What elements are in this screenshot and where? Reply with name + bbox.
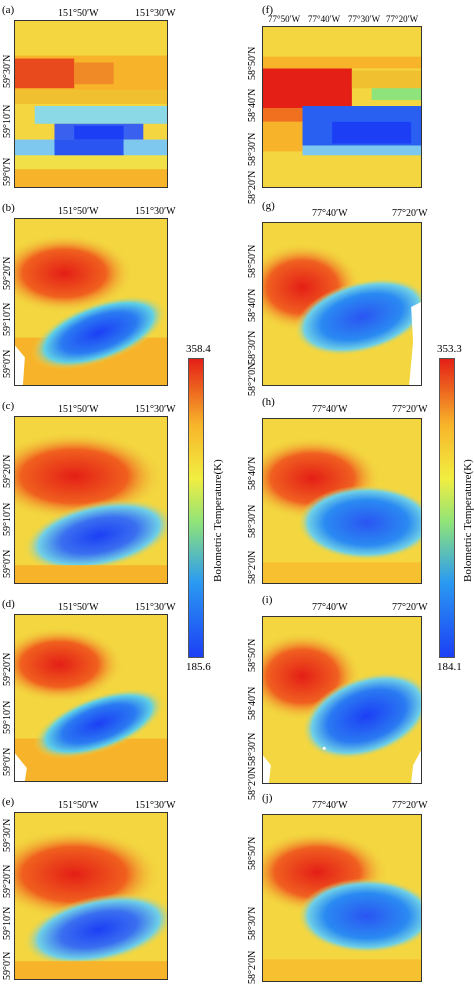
panel-label-h: (h) bbox=[262, 396, 275, 408]
lon-label: 151°30′W bbox=[135, 8, 176, 19]
lat-label: 59°10′N bbox=[2, 700, 13, 734]
lon-label: 77°40′W bbox=[312, 800, 348, 811]
panel-label-g: (g) bbox=[262, 200, 275, 212]
lon-label: 151°50′W bbox=[58, 404, 99, 415]
lat-label: 58°30′N bbox=[247, 330, 258, 364]
temperature-map-c bbox=[15, 417, 167, 583]
lon-label: 77°20′W bbox=[392, 602, 428, 613]
colorbar-max-right: 353.3 bbox=[437, 343, 462, 355]
pixel-grid-a bbox=[15, 21, 167, 187]
lat-label: 59°20′N bbox=[2, 454, 13, 488]
colorbar-title-left: Bolometric Temperature(K) bbox=[212, 459, 224, 582]
lon-label: 151°50′W bbox=[58, 206, 99, 217]
map-panel-i bbox=[262, 616, 422, 784]
lon-label: 151°30′W bbox=[135, 206, 176, 217]
map-panel-a bbox=[14, 20, 168, 188]
lat-label: 58°50′N bbox=[247, 46, 258, 80]
map-panel-d bbox=[14, 614, 168, 782]
lat-label: 58°2′0N bbox=[247, 950, 258, 984]
lat-label: 59°0′N bbox=[2, 349, 13, 378]
lon-label: 77°20′W bbox=[392, 404, 428, 415]
map-panel-g bbox=[262, 222, 422, 386]
map-panel-e bbox=[14, 812, 168, 980]
lat-label: 58°40′N bbox=[247, 288, 258, 322]
panel-label-j: (j) bbox=[262, 792, 273, 804]
map-panel-j bbox=[262, 814, 422, 982]
colorbar-title-right: Bolometric Temperature(K) bbox=[462, 459, 474, 582]
lat-label: 59°0′N bbox=[2, 157, 13, 186]
temperature-map-g bbox=[263, 223, 421, 385]
lat-label: 58°20′N bbox=[247, 170, 258, 204]
lat-label: 58°50′N bbox=[247, 638, 258, 672]
lat-label: 59°30′N bbox=[2, 818, 13, 852]
lat-label: 59°10′N bbox=[2, 906, 13, 940]
lon-label: 77°40′W bbox=[308, 14, 341, 24]
panel-label-a: (a) bbox=[2, 4, 15, 16]
lon-label: 151°50′W bbox=[58, 602, 99, 613]
lat-label: 58°50′N bbox=[247, 244, 258, 278]
lon-label: 77°20′W bbox=[386, 14, 419, 24]
lat-label: 58°2′0N bbox=[247, 362, 258, 396]
lon-label: 77°20′W bbox=[392, 208, 428, 219]
lat-label: 59°20′N bbox=[2, 256, 13, 290]
lon-label: 77°50′W bbox=[268, 14, 301, 24]
colorbar-min-left: 185.6 bbox=[186, 661, 211, 673]
map-panel-b bbox=[14, 218, 168, 386]
colorbar-right bbox=[439, 358, 455, 658]
colorbar-max-left: 358.4 bbox=[186, 343, 211, 355]
map-panel-f bbox=[262, 26, 422, 188]
lon-label: 77°40′W bbox=[312, 602, 348, 613]
lat-label: 59°10′N bbox=[2, 302, 13, 336]
map-panel-c bbox=[14, 416, 168, 584]
lat-label: 58°2′0N bbox=[247, 550, 258, 584]
lat-label: 58°40′N bbox=[247, 88, 258, 122]
map-panel-h bbox=[262, 418, 422, 584]
lon-label: 151°30′W bbox=[135, 800, 176, 811]
lat-label: 58°30′N bbox=[247, 132, 258, 166]
panel-label-e: (e) bbox=[2, 796, 15, 808]
lat-label: 59°20′N bbox=[2, 864, 13, 898]
lat-label: 58°40′N bbox=[247, 686, 258, 720]
lat-label: 59°10′N bbox=[2, 502, 13, 536]
lat-label: 59°20′N bbox=[2, 652, 13, 686]
pixel-grid-f bbox=[263, 27, 421, 187]
lat-label: 58°50′N bbox=[247, 836, 258, 870]
lon-label: 77°40′W bbox=[312, 208, 348, 219]
lat-label: 58°40′N bbox=[247, 456, 258, 490]
temperature-map-j bbox=[263, 815, 421, 981]
lon-label: 77°30′W bbox=[348, 14, 381, 24]
lat-label: 58°30′N bbox=[247, 504, 258, 538]
temperature-map-e bbox=[15, 813, 167, 979]
lon-label: 77°40′W bbox=[312, 404, 348, 415]
panel-label-f: (f) bbox=[262, 4, 273, 16]
lat-label: 59°0′N bbox=[2, 549, 13, 578]
lon-label: 151°50′W bbox=[58, 8, 99, 19]
lat-label: 58°30′N bbox=[247, 906, 258, 940]
lat-label: 59°30′N bbox=[2, 54, 13, 88]
lat-label: 58°2′0N bbox=[247, 766, 258, 800]
colorbar-left bbox=[188, 358, 204, 658]
colorbar-min-right: 184.1 bbox=[437, 661, 462, 673]
temperature-map-b bbox=[15, 219, 167, 385]
lon-label: 77°20′W bbox=[392, 800, 428, 811]
panel-label-i: (i) bbox=[262, 594, 273, 606]
panel-label-b: (b) bbox=[2, 202, 15, 214]
lon-label: 151°30′W bbox=[135, 404, 176, 415]
lat-label: 59°0′N bbox=[2, 951, 13, 980]
temperature-map-i bbox=[263, 617, 421, 783]
panel-label-c: (c) bbox=[2, 400, 15, 412]
lat-label: 58°30′N bbox=[247, 732, 258, 766]
temperature-map-h bbox=[263, 419, 421, 583]
lat-label: 59°10′N bbox=[2, 104, 13, 138]
temperature-map-d bbox=[15, 615, 167, 781]
panel-label-d: (d) bbox=[2, 598, 15, 610]
lon-label: 151°30′W bbox=[135, 602, 176, 613]
lat-label: 59°0′N bbox=[2, 747, 13, 776]
lon-label: 151°50′W bbox=[58, 800, 99, 811]
